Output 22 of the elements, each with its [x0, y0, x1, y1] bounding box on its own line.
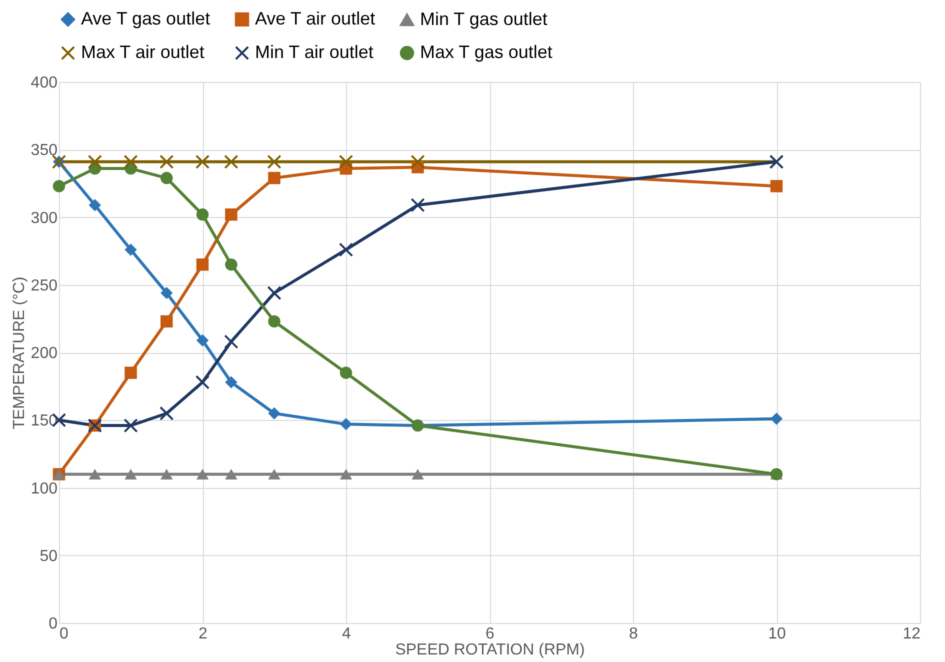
y-axis-title: TEMPERATURE (°C): [10, 276, 28, 430]
y-tick-label: 400: [30, 74, 58, 92]
y-tick-label: 300: [30, 210, 58, 227]
x-tick-label: 2: [198, 626, 208, 642]
y-tick-label: 50: [40, 548, 58, 565]
y-tick-label: 100: [30, 480, 58, 498]
x-tick-label: 4: [342, 626, 352, 642]
x-tick-label: 12: [902, 626, 921, 642]
x-axis-title: SPEED ROTATION (RPM): [395, 642, 585, 658]
y-tick-label: 350: [30, 142, 58, 160]
x-tick-label: 0: [60, 626, 68, 642]
legend-label: Ave T gas outlet: [81, 8, 210, 28]
legend-label: Max T air outlet: [81, 42, 204, 62]
legend-label: Min T air outlet: [255, 42, 374, 62]
x-tick-label: 8: [629, 626, 638, 642]
x-tick-label: 10: [768, 626, 786, 642]
legend-label: Ave T air outlet: [255, 8, 376, 28]
y-tick-label: 200: [30, 345, 58, 362]
legend-label: Max T gas outlet: [420, 42, 552, 62]
y-tick-label: 250: [30, 277, 58, 294]
x-tick-label: 6: [486, 626, 495, 642]
legend-label: Min T gas outlet: [420, 8, 548, 29]
